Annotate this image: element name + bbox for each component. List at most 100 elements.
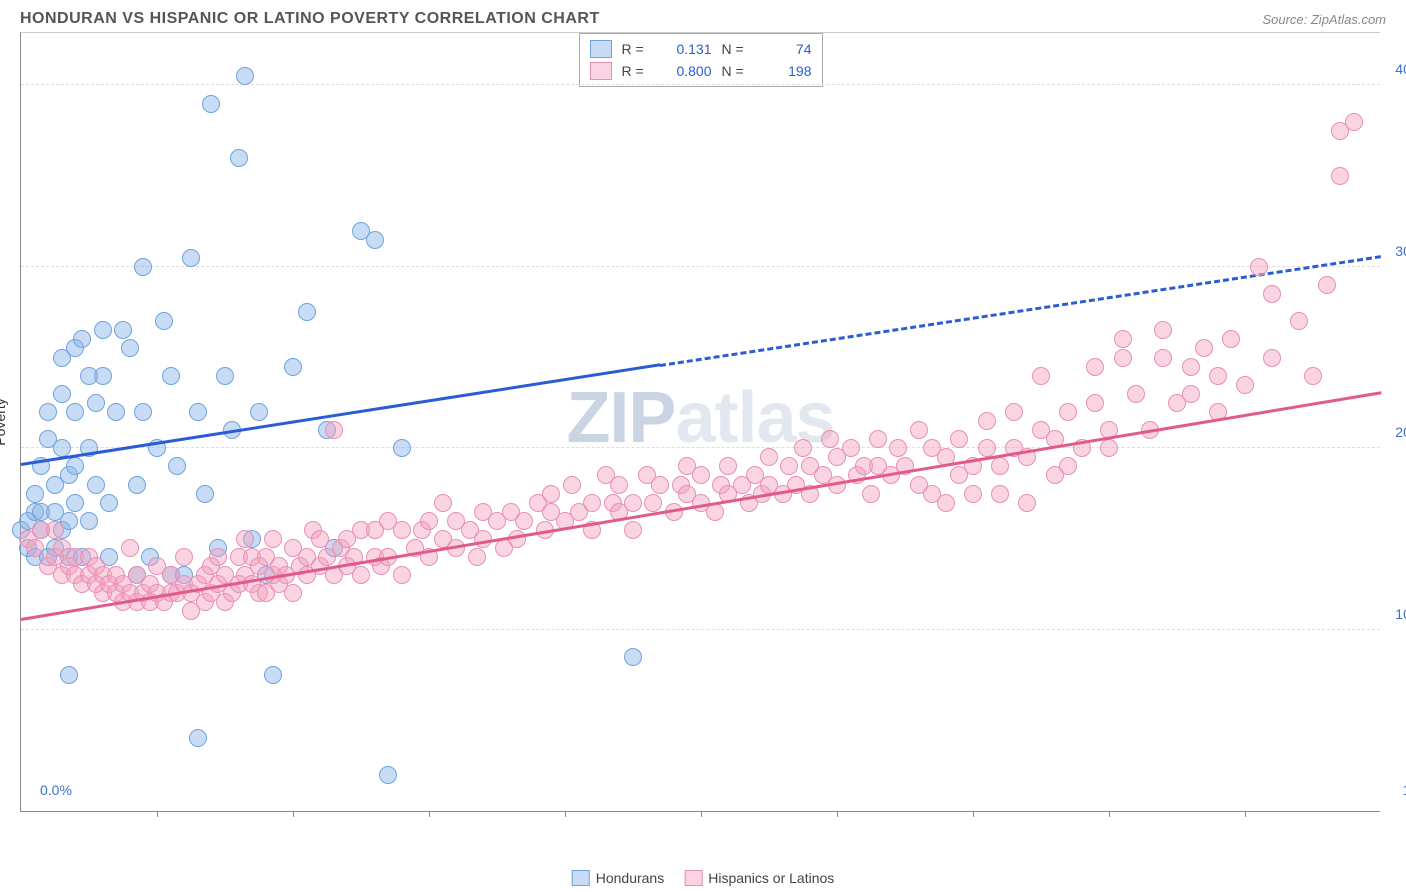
data-point-hondurans [66,494,84,512]
legend-swatch [590,40,612,58]
r-label: R = [622,41,650,57]
r-label: R = [622,63,650,79]
data-point-hispanics [651,476,669,494]
data-point-hispanics [624,521,642,539]
x-max-label: 100.0% [1403,782,1406,798]
data-point-hondurans [107,403,125,421]
data-point-hispanics [1100,439,1118,457]
chart-container: Poverty ZIPatlas R =0.131N =74R =0.800N … [20,32,1386,812]
data-point-hondurans [128,476,146,494]
data-point-hondurans [182,249,200,267]
data-point-hispanics [991,457,1009,475]
data-point-hispanics [869,430,887,448]
r-value: 0.131 [660,41,712,57]
data-point-hispanics [1290,312,1308,330]
y-axis-label: Poverty [0,398,8,445]
data-point-hondurans [264,666,282,684]
data-point-hispanics [325,421,343,439]
legend-label: Hondurans [596,870,665,886]
data-point-hondurans [230,149,248,167]
data-point-hondurans [216,367,234,385]
data-point-hispanics [1236,376,1254,394]
data-point-hispanics [1209,367,1227,385]
data-point-hondurans [26,485,44,503]
data-point-hispanics [583,494,601,512]
gridline [21,629,1380,630]
data-point-hispanics [889,439,907,457]
data-point-hondurans [66,403,84,421]
x-tick [157,811,158,817]
n-value: 198 [760,63,812,79]
data-point-hispanics [692,466,710,484]
legend-stat-row: R = 0.800 N = 198 [590,60,812,82]
n-value: 74 [760,41,812,57]
x-tick [565,811,566,817]
legend-stats-box: R = 0.131 N = 74 R = 0.800 N = 198 [579,33,823,87]
n-label: N = [722,63,750,79]
data-point-hondurans [94,367,112,385]
data-point-hispanics [1086,358,1104,376]
data-point-hispanics [978,439,996,457]
data-point-hispanics [991,485,1009,503]
n-label: N = [722,41,750,57]
x-tick [293,811,294,817]
x-tick [1109,811,1110,817]
data-point-hispanics [46,521,64,539]
data-point-hispanics [842,439,860,457]
data-point-hispanics [1005,403,1023,421]
legend-item: Hispanics or Latinos [684,870,834,886]
x-tick [701,811,702,817]
y-tick-label: 20.0% [1395,424,1406,440]
data-point-hispanics [624,494,642,512]
data-point-hispanics [284,584,302,602]
data-point-hispanics [910,421,928,439]
data-point-hispanics [1154,349,1172,367]
data-point-hispanics [964,485,982,503]
data-point-hispanics [420,512,438,530]
data-point-hispanics [1182,358,1200,376]
data-point-hondurans [168,457,186,475]
data-point-hispanics [26,539,44,557]
data-point-hispanics [1086,394,1104,412]
data-point-hispanics [175,548,193,566]
data-point-hispanics [950,430,968,448]
data-point-hispanics [1195,339,1213,357]
data-point-hispanics [1018,494,1036,512]
data-point-hondurans [624,648,642,666]
gridline [21,266,1380,267]
data-point-hondurans [236,67,254,85]
data-point-hispanics [393,566,411,584]
data-point-hispanics [760,448,778,466]
r-value: 0.800 [660,63,712,79]
data-point-hispanics [1154,321,1172,339]
data-point-hispanics [937,494,955,512]
data-point-hondurans [189,403,207,421]
data-point-hondurans [393,439,411,457]
data-point-hispanics [434,494,452,512]
x-tick [1245,811,1246,817]
data-point-hispanics [1059,403,1077,421]
x-min-label: 0.0% [40,782,72,798]
y-tick-label: 40.0% [1395,61,1406,77]
data-point-hispanics [1331,167,1349,185]
data-point-hispanics [1222,330,1240,348]
data-point-hondurans [298,303,316,321]
data-point-hispanics [515,512,533,530]
data-point-hispanics [563,476,581,494]
data-point-hondurans [189,729,207,747]
data-point-hispanics [1059,457,1077,475]
data-point-hispanics [393,521,411,539]
data-point-hispanics [1263,349,1281,367]
data-point-hondurans [379,766,397,784]
data-point-hondurans [53,385,71,403]
data-point-hispanics [1032,367,1050,385]
data-point-hondurans [60,666,78,684]
data-point-hispanics [1263,285,1281,303]
data-point-hondurans [114,321,132,339]
data-point-hispanics [1114,349,1132,367]
legend-item: Hondurans [572,870,665,886]
data-point-hispanics [1304,367,1322,385]
data-point-hispanics [468,548,486,566]
data-point-hondurans [284,358,302,376]
data-point-hondurans [121,339,139,357]
